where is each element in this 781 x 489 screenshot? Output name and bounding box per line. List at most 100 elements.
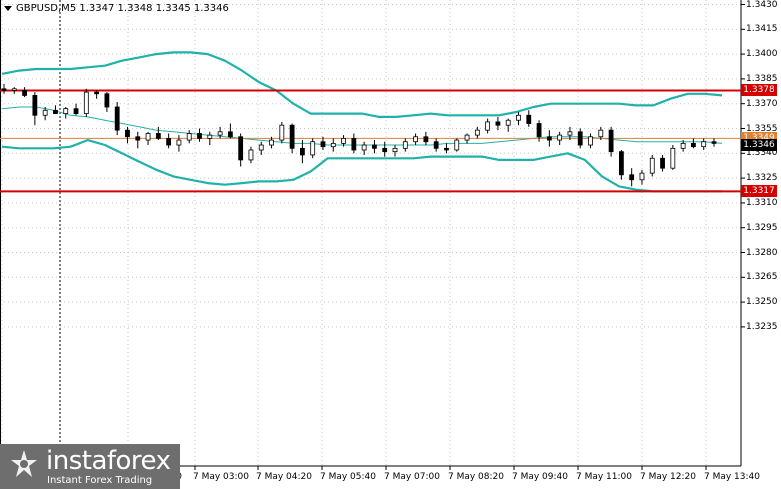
candle xyxy=(649,154,655,177)
candle-body xyxy=(629,174,635,181)
candle xyxy=(63,107,69,119)
symbol-menu-arrow-icon[interactable] xyxy=(4,6,12,11)
candle-body xyxy=(207,134,213,139)
candle-body xyxy=(567,131,573,136)
candle-body xyxy=(526,114,532,124)
candle xyxy=(217,126,223,139)
price-axis-label: 1.3295 xyxy=(746,222,778,233)
candle-body xyxy=(485,121,491,131)
candle xyxy=(104,92,110,112)
instaforex-emblem-icon xyxy=(11,450,37,477)
candle xyxy=(227,123,233,139)
candle-body xyxy=(32,95,38,116)
time-axis-label: 7 May 12:20 xyxy=(640,472,696,482)
candle-body xyxy=(454,139,460,151)
candle xyxy=(341,135,346,147)
candle-body xyxy=(577,131,583,146)
candle-body xyxy=(145,133,151,141)
bollinger-upper-band xyxy=(1,51,723,119)
price-axis-label: 1.3355 xyxy=(746,123,778,134)
candle xyxy=(32,92,38,126)
candle xyxy=(83,88,89,117)
price-axis-label: 1.3250 xyxy=(746,297,778,308)
candle-body xyxy=(433,141,439,149)
candle xyxy=(618,149,624,180)
candle xyxy=(516,111,521,126)
candle xyxy=(166,133,172,149)
candle xyxy=(155,126,161,141)
horizontal-levels xyxy=(0,89,741,193)
candle-body xyxy=(701,141,707,148)
candle xyxy=(670,145,676,170)
candle xyxy=(1,83,7,94)
time-axis-label: 7 May 13:40 xyxy=(704,472,760,482)
candle xyxy=(300,140,305,164)
candle xyxy=(474,126,480,139)
candle-body xyxy=(598,129,604,138)
candle xyxy=(639,169,645,185)
candle xyxy=(454,138,460,152)
candle-body xyxy=(114,106,120,131)
candle-body xyxy=(330,142,336,148)
candle xyxy=(372,140,377,154)
instaforex-logo: instaforex Instant Forex Trading xyxy=(0,444,180,489)
candle-body xyxy=(444,147,449,151)
chart-grid xyxy=(0,0,745,470)
candle-body xyxy=(588,136,593,146)
candle-body xyxy=(536,123,542,138)
price-axis-label: 1.3415 xyxy=(746,24,778,35)
candle-body xyxy=(197,133,202,139)
level-price-tag: 1.3378 xyxy=(741,84,777,97)
candle xyxy=(629,168,635,187)
candle-body xyxy=(505,119,511,126)
candle-body xyxy=(289,124,295,149)
candle xyxy=(392,145,398,157)
candle-body xyxy=(618,151,624,176)
candle-body xyxy=(474,129,480,136)
candle xyxy=(423,131,429,146)
candle-body xyxy=(217,131,223,136)
candle-body xyxy=(53,109,58,115)
candle-body xyxy=(464,134,470,141)
candle xyxy=(536,120,542,142)
price-axis-label: 1.3340 xyxy=(746,148,778,159)
candle-body xyxy=(1,88,7,91)
candle-body xyxy=(104,93,110,108)
candle xyxy=(53,105,58,115)
candlesticks xyxy=(1,83,717,187)
candle xyxy=(248,146,254,164)
candle xyxy=(402,138,408,152)
candle xyxy=(125,126,130,144)
candle-body xyxy=(83,91,89,115)
candle xyxy=(186,130,192,144)
candle xyxy=(176,135,182,152)
candle-body xyxy=(135,136,141,141)
logo-tagline: Instant Forex Trading xyxy=(47,475,153,486)
candle xyxy=(320,136,326,150)
bollinger-lower-band xyxy=(1,139,722,193)
candle xyxy=(433,138,439,152)
candle xyxy=(145,131,151,146)
price-axis-label: 1.3310 xyxy=(746,197,778,208)
candle-body xyxy=(423,136,429,143)
candle xyxy=(258,141,264,155)
time-axis-label: 7 May 09:40 xyxy=(512,472,568,482)
candle-body xyxy=(495,121,501,126)
current-price-tag: 1.3346 xyxy=(741,139,777,152)
candle xyxy=(444,143,449,154)
candle-body xyxy=(227,131,233,138)
candle xyxy=(711,138,717,147)
candle-body xyxy=(402,141,408,149)
candle-body xyxy=(125,129,130,138)
candle-body xyxy=(269,139,274,146)
candle xyxy=(495,116,501,131)
price-axis-label: 1.3400 xyxy=(746,49,778,60)
candle-body xyxy=(42,109,48,116)
candle xyxy=(197,128,202,142)
candle xyxy=(207,131,213,146)
candle-body xyxy=(320,141,326,148)
candle-body xyxy=(516,114,521,121)
time-axis-label: 7 May 07:00 xyxy=(384,472,440,482)
